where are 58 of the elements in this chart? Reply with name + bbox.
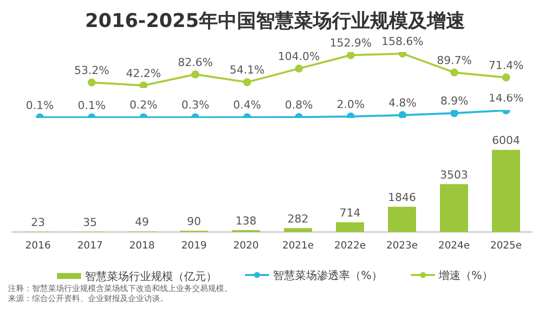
data-label: 71.4% <box>488 58 524 72</box>
bar <box>492 150 520 232</box>
data-label: 714 <box>340 206 360 220</box>
point <box>398 52 406 58</box>
data-label: 0.3% <box>181 98 210 112</box>
x-tick-label: 2017 <box>77 240 103 252</box>
point <box>294 64 303 73</box>
data-label: 6004 <box>492 134 520 148</box>
point <box>450 68 458 76</box>
data-label: 8.9% <box>440 94 468 108</box>
point <box>502 73 510 82</box>
x-tick-label: 2023e <box>386 240 418 252</box>
data-label: 282 <box>288 212 308 226</box>
data-label: 0.2% <box>130 98 158 112</box>
data-label: 104.0% <box>278 50 320 63</box>
point <box>346 52 355 60</box>
data-label: 138 <box>236 214 256 228</box>
source-note: 来源：综合公开资料、企业财报及企业访谈。 <box>8 294 169 304</box>
bar <box>336 222 364 232</box>
bar <box>388 206 416 232</box>
point <box>88 78 96 86</box>
x-tick-label: 2021e <box>282 240 314 252</box>
chart-title: 2016-2025年中国智慧菜场行业规模及增速 <box>84 9 466 34</box>
data-label: 35 <box>83 216 97 229</box>
data-label: 53.2% <box>74 64 110 77</box>
data-label: 0.1% <box>78 98 106 112</box>
data-label: 49 <box>135 216 149 229</box>
data-label: 89.7% <box>436 54 472 67</box>
data-label: 0.8% <box>284 98 313 112</box>
data-label: 4.8% <box>388 96 416 110</box>
data-label: 1846 <box>388 191 416 204</box>
legend-label: 智慧菜场渗透率（%） <box>273 268 382 282</box>
data-label: 42.2% <box>126 66 161 80</box>
text: 注释：智慧菜场行业规模含菜场线下改造和线上业务交易规模。 <box>8 284 233 294</box>
data-label: 0.4% <box>233 98 262 112</box>
point <box>191 70 200 78</box>
x-tick-label: 2019 <box>181 240 207 252</box>
x-tick-label: 2018 <box>129 240 155 252</box>
data-label: 0.1% <box>26 98 54 112</box>
data-label: 3503 <box>440 168 468 182</box>
data-label: 152.9% <box>330 36 372 50</box>
data-label: 90 <box>187 215 201 228</box>
data-label: 23 <box>31 216 45 230</box>
x-tick-label: 2020 <box>233 240 259 252</box>
legend-label: 智慧菜场行业规模（亿元） <box>85 268 218 284</box>
legend-label: 增速（%） <box>438 268 493 282</box>
x-tick-label: 2024e <box>438 240 470 252</box>
x-tick-label: 2025e <box>490 240 522 252</box>
data-label: 82.6% <box>178 56 213 69</box>
data-label: 54.1% <box>230 64 265 77</box>
x-tick-label: 2016 <box>25 240 51 252</box>
data-label: 2.0% <box>336 98 365 111</box>
bar <box>440 184 468 232</box>
point <box>140 81 148 88</box>
bar <box>284 228 312 232</box>
x-tick-label: 2022e <box>334 240 366 252</box>
data-label: 158.6% <box>382 34 424 48</box>
point <box>243 78 252 86</box>
